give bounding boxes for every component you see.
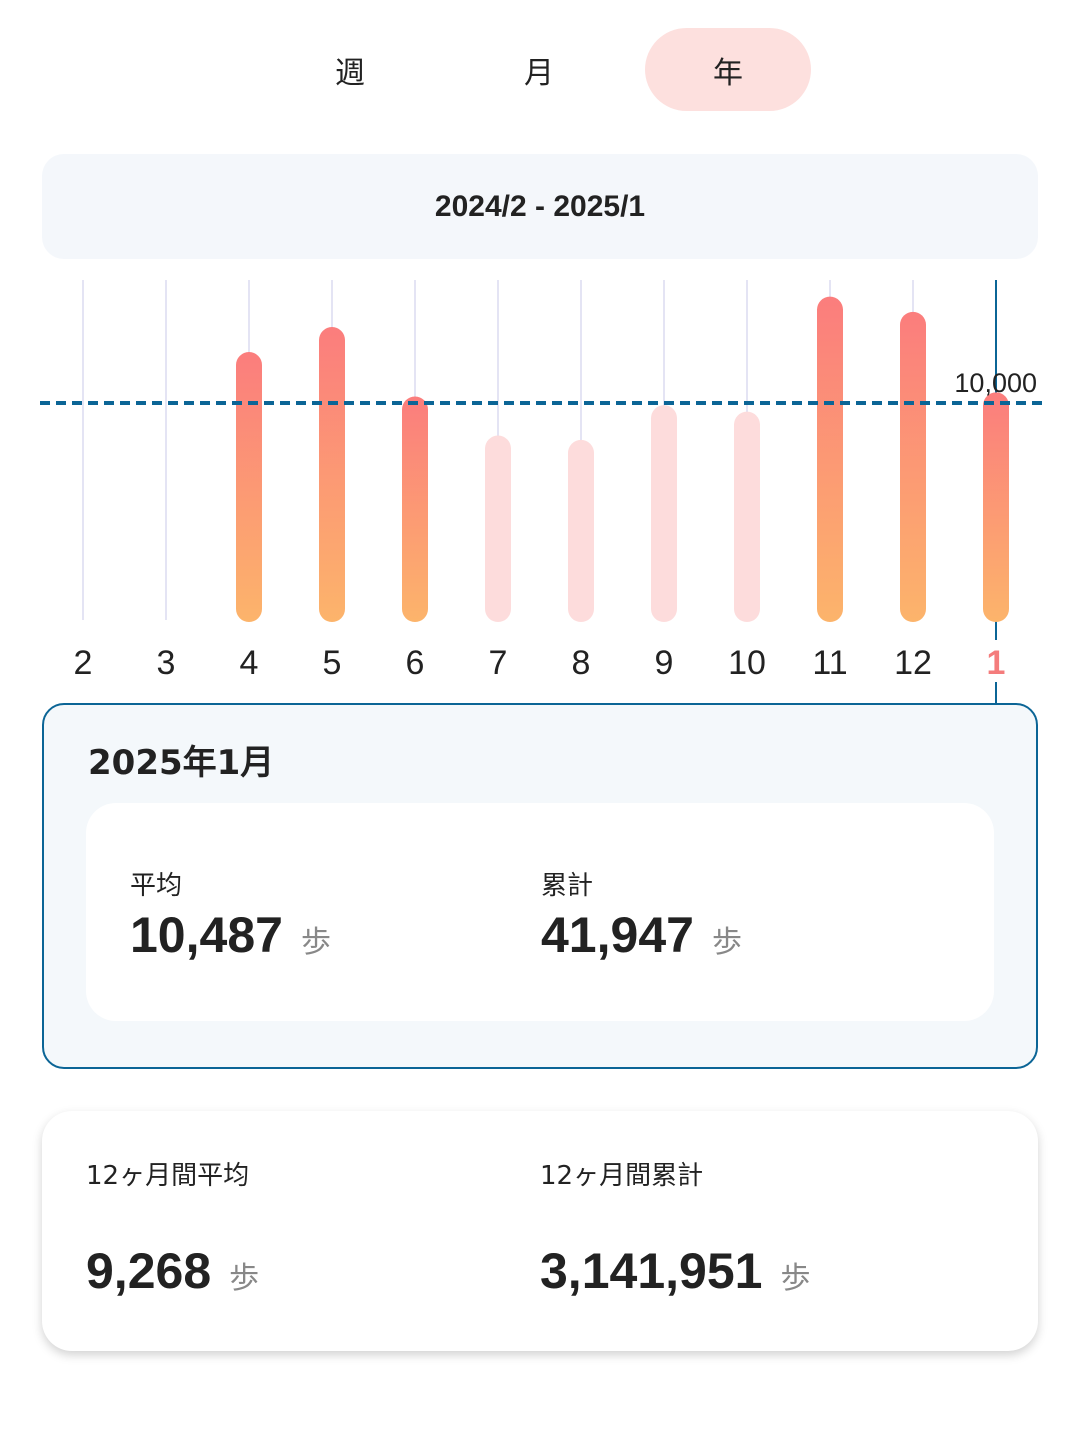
date-range-label: 2024/2 - 2025/1 bbox=[434, 189, 646, 223]
x-tick-label[interactable]: 4 bbox=[240, 644, 259, 682]
selected-month-title: 2025年1月 bbox=[88, 743, 275, 783]
tab-week[interactable]: 週 bbox=[335, 55, 365, 91]
label-bg bbox=[980, 640, 1012, 682]
year-average-unit: 歩 bbox=[229, 1261, 260, 1296]
bar-month-11[interactable] bbox=[817, 296, 843, 622]
year-average-label: 12ヶ月間平均 bbox=[86, 1161, 250, 1191]
month-total-unit: 歩 bbox=[711, 925, 742, 960]
x-tick-label[interactable]: 2 bbox=[74, 644, 93, 682]
month-average-unit: 歩 bbox=[300, 925, 331, 960]
year-total-value: 3,141,951 bbox=[540, 1243, 763, 1299]
bar-month-6[interactable] bbox=[402, 396, 428, 622]
steps-bar-chart: 10,000 2 3 4 5 6 7 8 9 10 11 12 1 bbox=[40, 280, 1042, 704]
month-average-value: 10,487 bbox=[130, 907, 283, 963]
bar-month-8[interactable] bbox=[568, 439, 594, 622]
x-tick-label[interactable]: 9 bbox=[655, 644, 674, 682]
twelve-month-summary-card: 12ヶ月間平均 9,268 歩 12ヶ月間累計 3,141,951 歩 bbox=[42, 1111, 1038, 1351]
x-tick-label[interactable]: 6 bbox=[406, 644, 425, 682]
date-range: 2024/2 - 2025/1 bbox=[42, 154, 1038, 259]
year-average-value: 9,268 bbox=[86, 1243, 212, 1299]
year-total-unit: 歩 bbox=[780, 1261, 811, 1296]
tab-month[interactable]: 月 bbox=[524, 55, 554, 91]
goal-label: 10,000 bbox=[954, 368, 1037, 398]
x-tick-label[interactable]: 1 bbox=[987, 644, 1006, 682]
bar-month-9[interactable] bbox=[651, 405, 677, 622]
month-average-label: 平均 bbox=[130, 871, 183, 901]
x-tick-label[interactable]: 3 bbox=[157, 644, 176, 682]
x-tick-label[interactable]: 11 bbox=[812, 644, 847, 682]
bar-month-10[interactable] bbox=[734, 411, 760, 622]
bar-month-5[interactable] bbox=[319, 327, 345, 622]
month-total-label: 累計 bbox=[541, 871, 594, 901]
month-total-value: 41,947 bbox=[541, 907, 694, 963]
year-average: 12ヶ月間平均 9,268 歩 bbox=[86, 1155, 259, 1300]
month-total: 累計 41,947 歩 bbox=[541, 865, 742, 964]
bar-month-4[interactable] bbox=[236, 352, 262, 622]
selected-month-card: 2025年1月 平均 10,487 歩 累計 41,947 歩 bbox=[42, 703, 1038, 1069]
tab-year[interactable]: 年 bbox=[645, 28, 811, 111]
x-tick-label[interactable]: 5 bbox=[323, 644, 342, 682]
bar-month-12[interactable] bbox=[900, 311, 926, 622]
bar-month-7[interactable] bbox=[485, 435, 511, 622]
x-tick-label[interactable]: 10 bbox=[728, 644, 766, 682]
x-tick-label[interactable]: 7 bbox=[489, 644, 508, 682]
year-total-label: 12ヶ月間累計 bbox=[540, 1161, 704, 1191]
x-tick-label[interactable]: 8 bbox=[572, 644, 591, 682]
month-average: 平均 10,487 歩 bbox=[130, 865, 331, 964]
year-total: 12ヶ月間累計 3,141,951 歩 bbox=[540, 1155, 810, 1300]
x-tick-label[interactable]: 12 bbox=[894, 644, 932, 682]
bar-month-1[interactable] bbox=[983, 392, 1009, 622]
